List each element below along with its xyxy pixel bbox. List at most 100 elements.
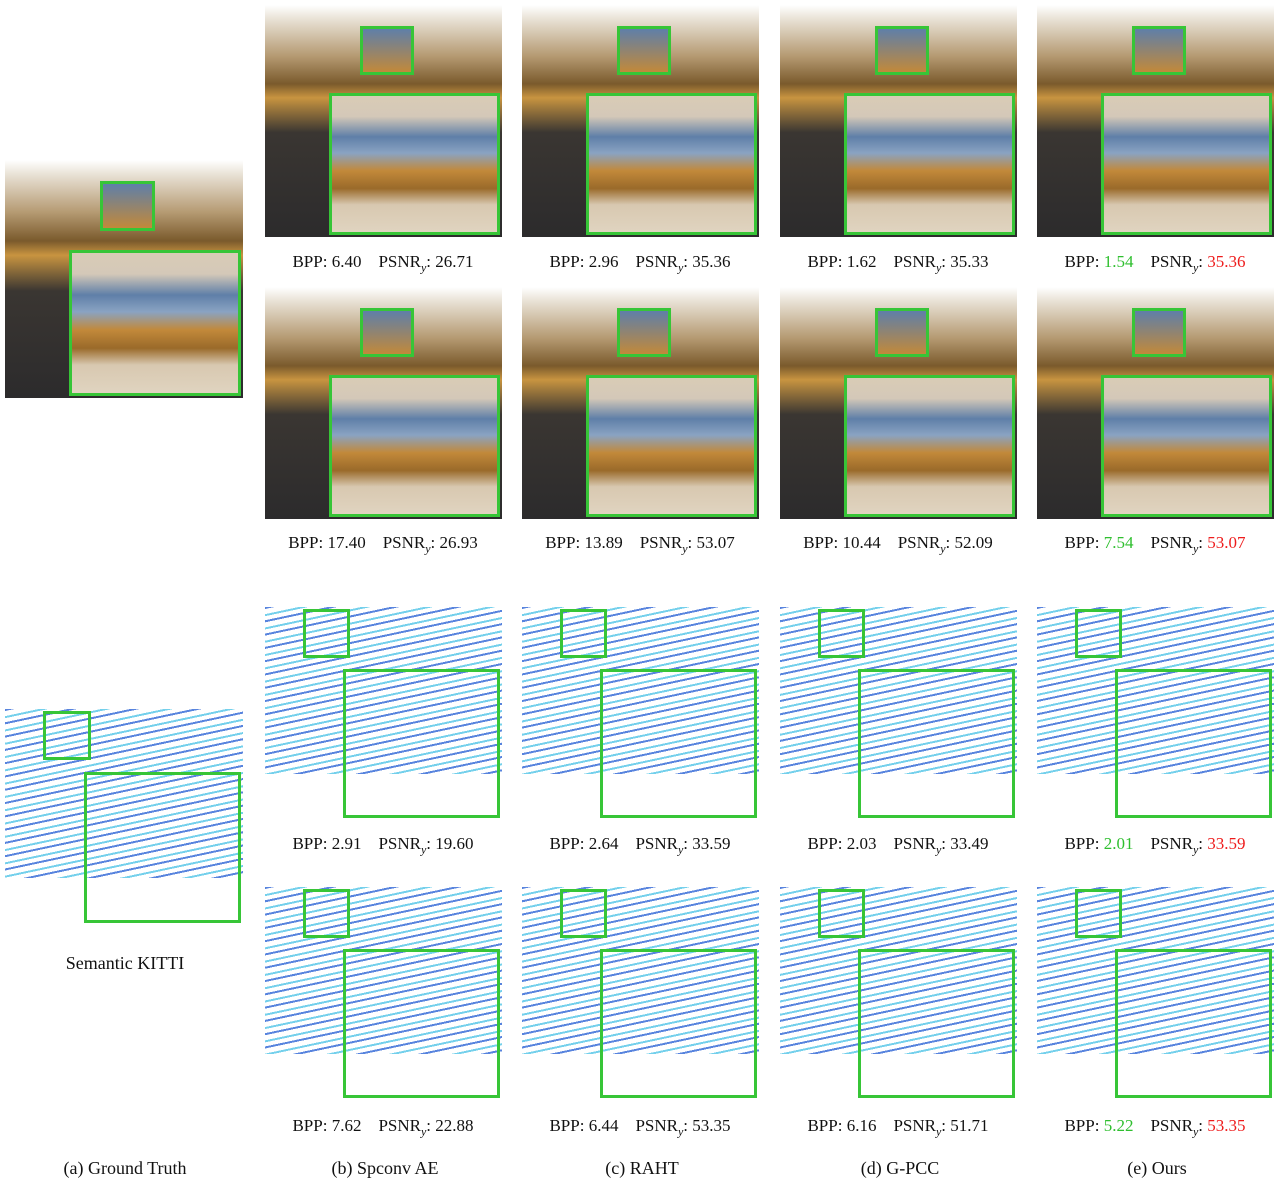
psnr-label: PSNR <box>383 533 426 552</box>
figure: BPP: 6.40 PSNRy: 26.71BPP: 2.96 PSNRy: 3… <box>0 0 1283 1188</box>
psnr-value: 35.33 <box>950 252 988 271</box>
psnr-value: 52.09 <box>955 533 993 552</box>
bpp-label: BPP: <box>807 1116 842 1135</box>
psnr-value: 33.59 <box>692 834 730 853</box>
crop-box <box>1075 609 1122 658</box>
zoom-box <box>1101 375 1272 517</box>
psnr-colon: : <box>1198 252 1203 271</box>
metric-caption: BPP: 2.64 PSNRy: 33.59 <box>510 834 770 857</box>
psnr-colon: : <box>946 533 951 552</box>
psnr-colon: : <box>426 252 431 271</box>
column-label: (c) RAHT <box>522 1158 762 1179</box>
bpp-value: 6.44 <box>589 1116 619 1135</box>
metric-caption: BPP: 6.44 PSNRy: 53.35 <box>510 1116 770 1139</box>
bpp-value: 17.40 <box>327 533 365 552</box>
point-cloud-image <box>5 690 243 925</box>
psnr-colon: : <box>426 1116 431 1135</box>
psnr-label: PSNR <box>378 1116 421 1135</box>
metric-caption: BPP: 2.91 PSNRy: 19.60 <box>253 834 513 857</box>
point-cloud-image <box>265 868 502 1100</box>
point-cloud-image <box>780 5 1017 237</box>
psnr-value: 51.71 <box>950 1116 988 1135</box>
psnr-value: 53.35 <box>692 1116 730 1135</box>
metric-caption: BPP: 7.54 PSNRy: 53.07 <box>1025 533 1283 556</box>
psnr-label: PSNR <box>635 1116 678 1135</box>
psnr-colon: : <box>1198 834 1203 853</box>
zoom-box <box>343 949 499 1097</box>
psnr-label: PSNR <box>640 533 683 552</box>
bpp-value: 2.01 <box>1104 834 1134 853</box>
crop-box <box>1075 889 1122 938</box>
crop-box <box>818 609 865 658</box>
bpp-label: BPP: <box>1064 252 1099 271</box>
psnr-value: 53.35 <box>1207 1116 1245 1135</box>
zoom-box <box>1101 93 1272 235</box>
psnr-label: PSNR <box>378 252 421 271</box>
crop-box <box>818 889 865 938</box>
bpp-label: BPP: <box>545 533 580 552</box>
psnr-label: PSNR <box>378 834 421 853</box>
zoom-box <box>600 669 756 817</box>
crop-box <box>360 308 415 357</box>
psnr-value: 22.88 <box>435 1116 473 1135</box>
psnr-value: 35.36 <box>692 252 730 271</box>
metric-caption: BPP: 10.44 PSNRy: 52.09 <box>768 533 1028 556</box>
bpp-value: 6.16 <box>847 1116 877 1135</box>
psnr-label: PSNR <box>635 834 678 853</box>
psnr-label: PSNR <box>635 252 678 271</box>
bpp-value: 6.40 <box>332 252 362 271</box>
crop-box <box>1132 308 1187 357</box>
bpp-value: 2.96 <box>589 252 619 271</box>
dataset-name: Semantic KITTI <box>5 953 245 974</box>
bpp-value: 2.91 <box>332 834 362 853</box>
psnr-colon: : <box>1198 1116 1203 1135</box>
metric-caption: BPP: 6.40 PSNRy: 26.71 <box>253 252 513 275</box>
bpp-label: BPP: <box>1064 533 1099 552</box>
bpp-value: 2.64 <box>589 834 619 853</box>
psnr-value: 26.71 <box>435 252 473 271</box>
bpp-label: BPP: <box>803 533 838 552</box>
bpp-label: BPP: <box>549 1116 584 1135</box>
psnr-label: PSNR <box>898 533 941 552</box>
bpp-label: BPP: <box>549 252 584 271</box>
psnr-label: PSNR <box>1150 834 1193 853</box>
zoom-box <box>84 772 241 922</box>
crop-box <box>560 889 607 938</box>
crop-box <box>360 26 415 75</box>
point-cloud-image <box>265 5 502 237</box>
psnr-colon: : <box>683 834 688 853</box>
bpp-label: BPP: <box>807 834 842 853</box>
point-cloud-image <box>780 287 1017 519</box>
psnr-value: 53.07 <box>697 533 735 552</box>
bpp-label: BPP: <box>1064 1116 1099 1135</box>
crop-box <box>43 711 91 760</box>
zoom-box <box>858 949 1014 1097</box>
psnr-label: PSNR <box>893 252 936 271</box>
point-cloud-image <box>1037 868 1274 1100</box>
crop-box <box>617 26 672 75</box>
point-cloud-image <box>522 287 759 519</box>
bpp-label: BPP: <box>549 834 584 853</box>
bpp-value: 1.62 <box>847 252 877 271</box>
bpp-label: BPP: <box>1064 834 1099 853</box>
psnr-colon: : <box>431 533 436 552</box>
bpp-label: BPP: <box>292 252 327 271</box>
point-cloud-image <box>1037 5 1274 237</box>
psnr-label: PSNR <box>1150 1116 1193 1135</box>
zoom-box <box>329 93 500 235</box>
metric-caption: BPP: 7.62 PSNRy: 22.88 <box>253 1116 513 1139</box>
zoom-box <box>600 949 756 1097</box>
metric-caption: BPP: 2.01 PSNRy: 33.59 <box>1025 834 1283 857</box>
zoom-box <box>343 669 499 817</box>
psnr-label: PSNR <box>893 834 936 853</box>
psnr-colon: : <box>1198 533 1203 552</box>
crop-box <box>875 308 930 357</box>
bpp-label: BPP: <box>807 252 842 271</box>
point-cloud-image <box>1037 588 1274 820</box>
zoom-box <box>844 93 1015 235</box>
zoom-box <box>858 669 1014 817</box>
point-cloud-image <box>522 5 759 237</box>
zoom-box <box>586 375 757 517</box>
zoom-box <box>586 93 757 235</box>
bpp-value: 10.44 <box>842 533 880 552</box>
